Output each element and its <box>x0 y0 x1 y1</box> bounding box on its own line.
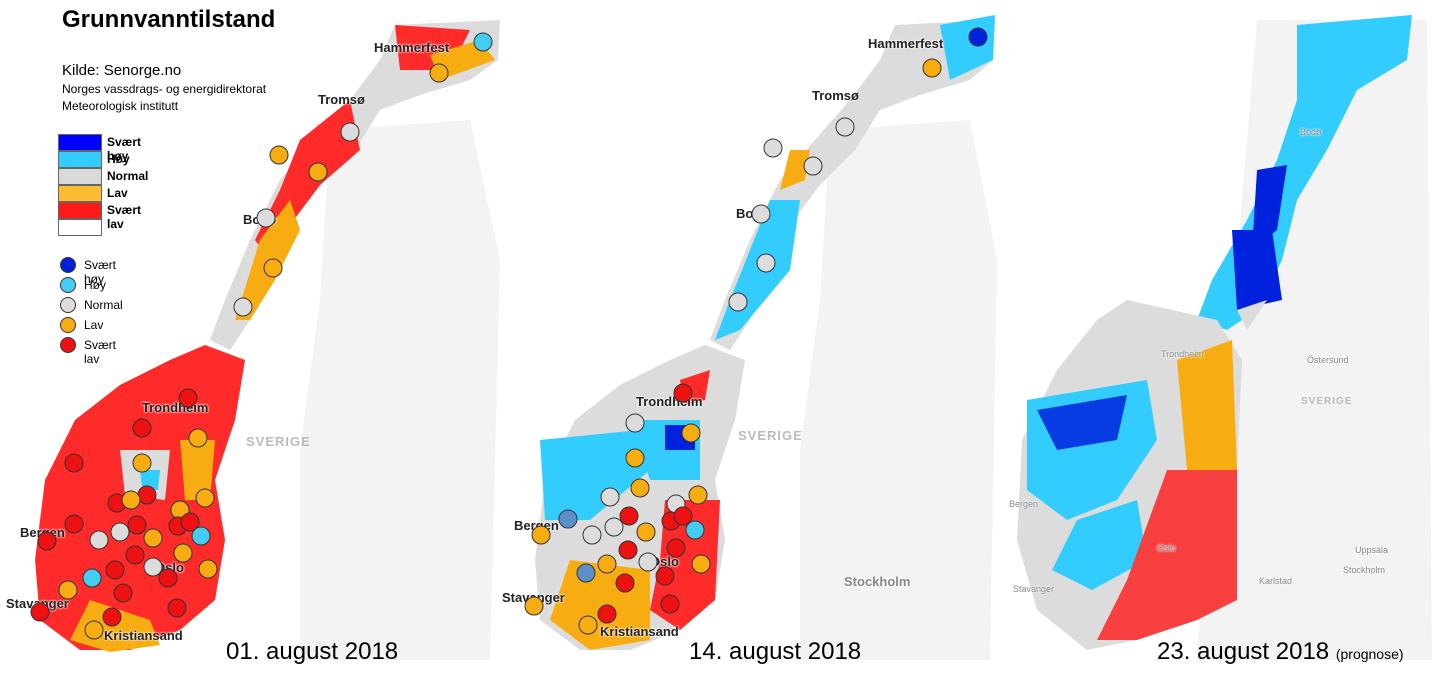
legend-dot <box>60 297 76 313</box>
legend-dot <box>60 317 76 333</box>
legend-swatch <box>58 202 102 219</box>
city-label: Trondheim <box>142 400 209 415</box>
sweden-background <box>300 120 500 660</box>
city-label: Bergen <box>514 518 559 533</box>
city-label: Hammerfest <box>374 40 450 55</box>
legend-label: Svært høy <box>107 135 142 163</box>
map-panel-aug14: Hammerfest Tromsø Bodø Trondheim Bergen … <box>500 0 997 678</box>
map-panel-aug23: Bodø Trondheim Bergen Oslo Stavanger Öst… <box>997 0 1444 678</box>
city-label: Bergen <box>20 525 65 540</box>
legend-label: Normal <box>107 169 149 183</box>
city-label: Stockholm <box>1343 565 1386 575</box>
page-title: Grunnvanntilstand <box>62 6 276 33</box>
map-date: 23. august 2018 (prognose) <box>1157 638 1404 666</box>
city-label: Oslo <box>155 560 184 575</box>
source-org: Meteorologisk institutt <box>62 99 179 113</box>
city-label: Stavanger <box>502 590 565 605</box>
legend-label: Høy <box>107 152 130 166</box>
source-org: Norges vassdrags- og energidirektorat <box>62 82 267 96</box>
city-label: Trondheim <box>636 394 703 409</box>
city-label: Kristiansand <box>104 628 183 643</box>
legend-dot <box>60 257 76 273</box>
city-label: Tromsø <box>318 92 365 107</box>
legend-label: Svært lav <box>107 203 142 231</box>
legend-label: Lav <box>107 186 128 200</box>
legend-label: Svært lav <box>84 338 117 366</box>
map-date: 14. august 2018 <box>689 638 862 665</box>
city-label: Bergen <box>1009 499 1039 509</box>
legend-label: Normal <box>84 298 123 312</box>
legend-swatch <box>58 219 102 236</box>
legend-swatch <box>58 185 102 202</box>
city-label: Uppsala <box>1355 545 1389 555</box>
city-label: Kristiansand <box>600 624 679 639</box>
legend-label: Høy <box>84 278 106 292</box>
legend-swatch <box>58 134 102 151</box>
city-label: Karlstad <box>1259 576 1293 586</box>
city-label: Hammerfest <box>868 36 944 51</box>
map-aug23 <box>1017 15 1432 660</box>
legend-swatch <box>58 151 102 168</box>
legend-dot <box>60 337 76 353</box>
sweden-background <box>800 120 997 660</box>
map-aug14 <box>535 15 997 660</box>
country-label: SVERIGE <box>1301 396 1353 407</box>
map-panel-aug01: Hammerfest Tromsø Bodø Trondheim Bergen … <box>0 0 500 678</box>
city-label: Bodø <box>1300 127 1322 137</box>
legend-swatch <box>58 168 102 185</box>
country-label: SVERIGE <box>738 428 803 443</box>
legend-label: Svært høy <box>84 258 117 286</box>
city-label: Stavanger <box>6 596 69 611</box>
sweden-background <box>1197 20 1432 660</box>
country-label: SVERIGE <box>246 434 311 449</box>
city-label: Trondheim <box>1161 349 1204 359</box>
city-label: Tromsø <box>812 88 859 103</box>
source-line: Kilde: Senorge.no <box>62 62 182 79</box>
city-label: Östersund <box>1307 355 1349 365</box>
city-label: Stavanger <box>1013 584 1055 594</box>
city-label: Bodø <box>243 212 277 227</box>
map-date-text: 23. august 2018 <box>1157 638 1330 665</box>
city-label: Oslo <box>650 554 679 569</box>
legend-label: Lav <box>84 318 104 332</box>
city-label: Bodø <box>736 206 770 221</box>
legend-dot <box>60 277 76 293</box>
map-date: 01. august 2018 <box>226 638 399 665</box>
city-label: Oslo <box>1157 543 1176 553</box>
city-label: Stockholm <box>844 574 911 589</box>
forecast-note: (prognose) <box>1335 646 1404 662</box>
